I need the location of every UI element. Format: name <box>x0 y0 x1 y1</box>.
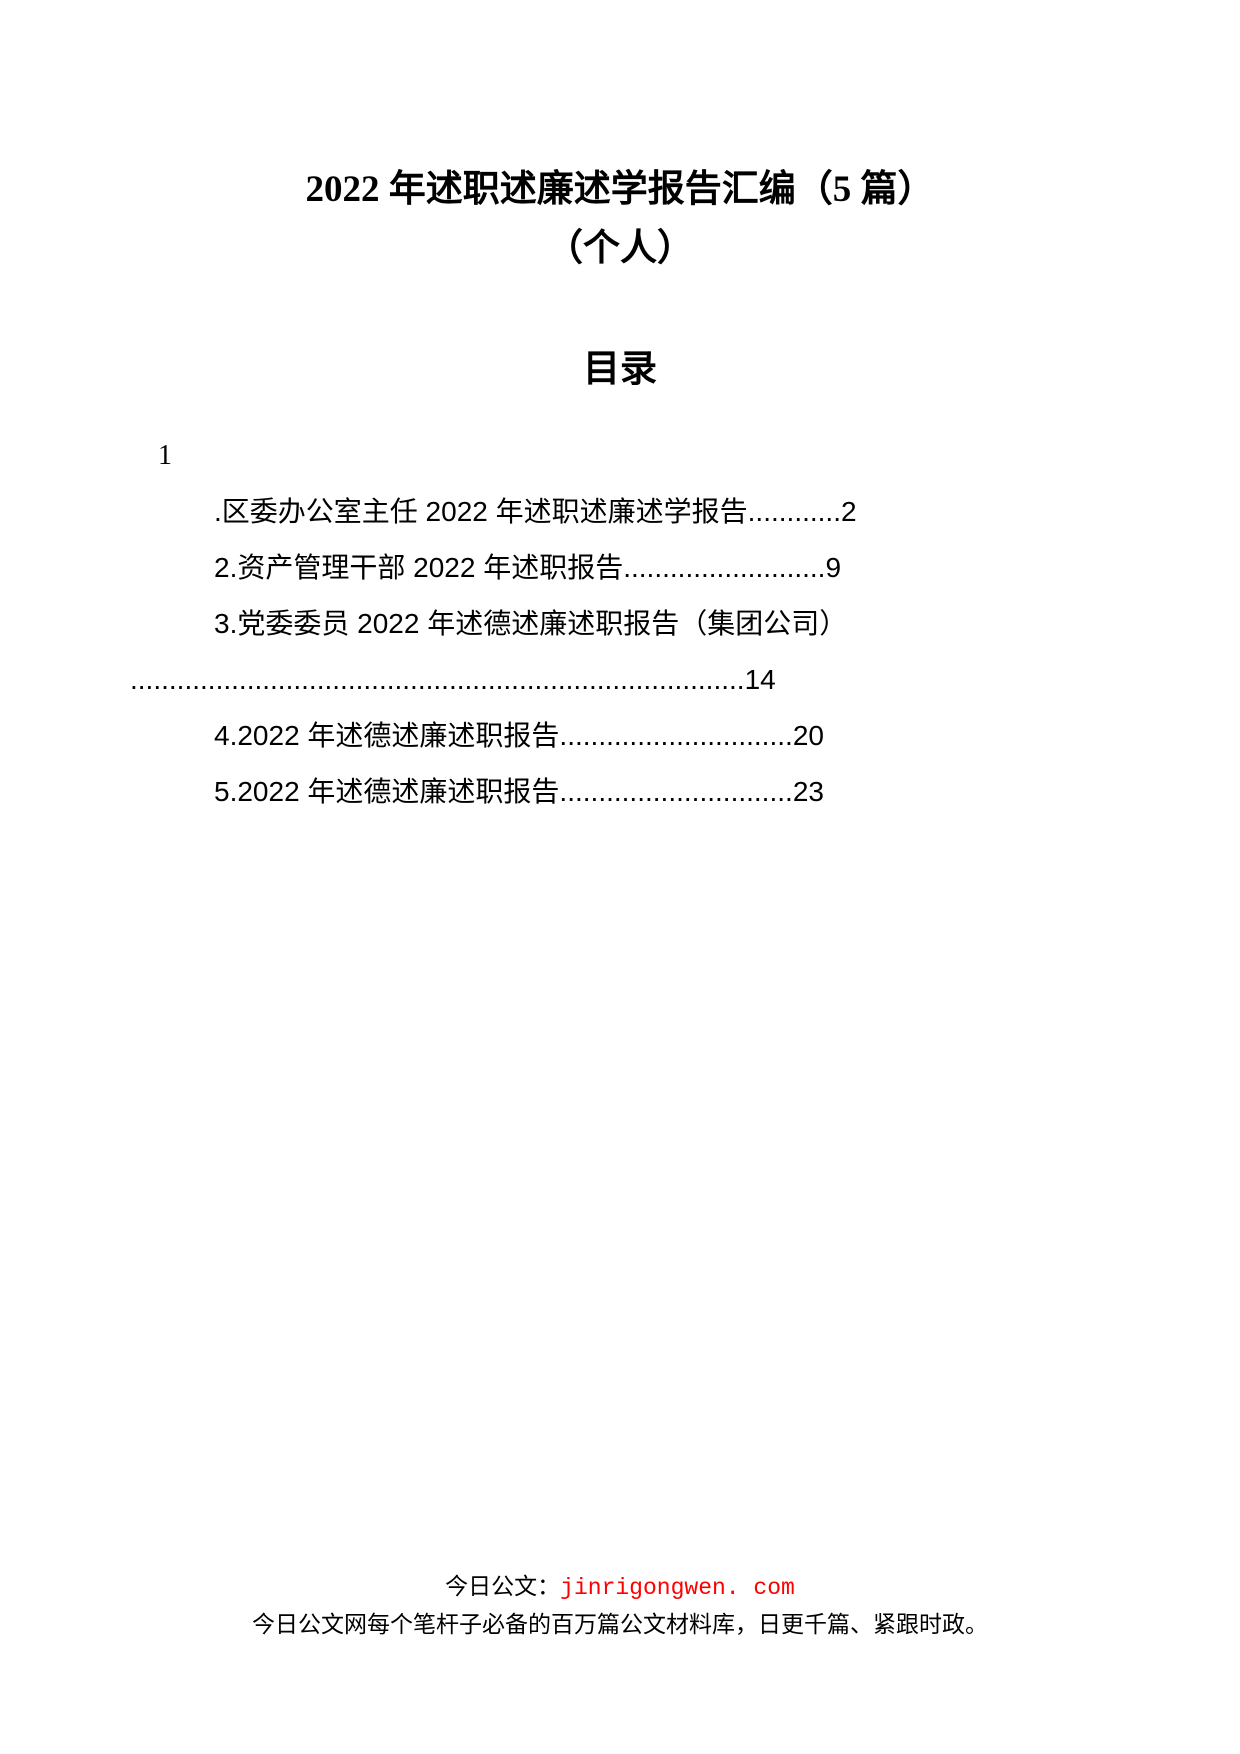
toc-item: 3.党委委员 2022 年述德述廉述职报告（集团公司） <box>130 596 1110 652</box>
toc-item-dots: .............................. <box>559 720 792 751</box>
footer-line-1: 今日公文：jinrigongwen. com <box>0 1569 1240 1607</box>
toc-item-dots: .............................. <box>559 776 792 807</box>
toc-item-text: 2.资产管理干部 2022 年述职报告 <box>214 552 623 583</box>
document-title: 2022 年述职述廉述学报告汇编（5 篇） （个人） <box>130 160 1110 278</box>
toc-item-dots: .......................... <box>623 552 825 583</box>
toc-item-text: .区委办公室主任 2022 年述职述廉述学报告 <box>214 496 748 527</box>
toc-item-page: 2 <box>841 496 857 527</box>
document-page: 2022 年述职述廉述学报告汇编（5 篇） （个人） 目录 1 .区委办公室主任… <box>0 0 1240 820</box>
toc-item: 2.资产管理干部 2022 年述职报告.....................… <box>130 540 1110 596</box>
title-line-2: （个人） <box>130 219 1110 278</box>
toc-item: 5.2022 年述德述廉述职报告........................… <box>130 764 1110 820</box>
toc-item-text: 5.2022 年述德述廉述职报告 <box>214 776 559 807</box>
toc-item: 4.2022 年述德述廉述职报告........................… <box>130 708 1110 764</box>
toc-continuation-dots: ........................................… <box>130 664 745 695</box>
title-line-1: 2022 年述职述廉述学报告汇编（5 篇） <box>130 160 1110 219</box>
toc-item-text: 4.2022 年述德述廉述职报告 <box>214 720 559 751</box>
toc-item-page: 20 <box>793 720 824 751</box>
toc-continuation-page: 14 <box>745 664 776 695</box>
footer-link: jinrigongwen. com <box>560 1575 795 1601</box>
toc-item: .区委办公室主任 2022 年述职述廉述学报告............2 <box>130 484 1110 540</box>
footer-line-2: 今日公文网每个笔杆子必备的百万篇公文材料库，日更千篇、紧跟时政。 <box>0 1607 1240 1644</box>
page-footer: 今日公文：jinrigongwen. com 今日公文网每个笔杆子必备的百万篇公… <box>0 1569 1240 1644</box>
toc-item-continuation: ........................................… <box>130 652 1110 708</box>
toc-item-text: 3.党委委员 2022 年述德述廉述职报告（集团公司） <box>214 608 847 639</box>
toc-item-page: 23 <box>793 776 824 807</box>
footer-prefix: 今日公文： <box>445 1574 560 1599</box>
toc-leading-number: 1 <box>130 428 1110 484</box>
toc-item-page: 9 <box>825 552 841 583</box>
toc-heading: 目录 <box>130 338 1110 392</box>
toc-item-dots: ............ <box>748 496 841 527</box>
